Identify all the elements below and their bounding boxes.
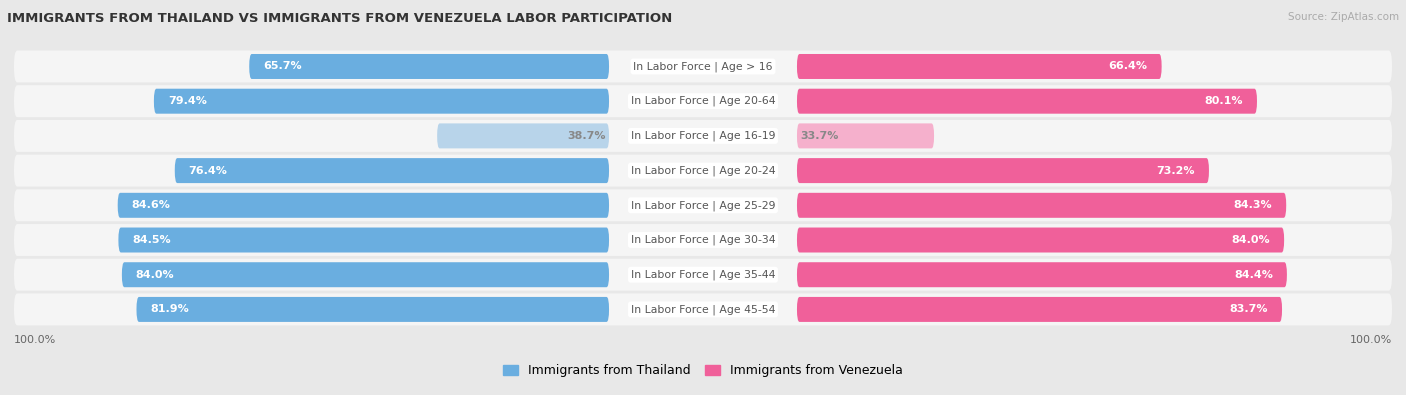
- FancyBboxPatch shape: [14, 154, 1392, 186]
- Text: 100.0%: 100.0%: [1350, 335, 1392, 345]
- FancyBboxPatch shape: [797, 297, 1282, 322]
- FancyBboxPatch shape: [14, 51, 1392, 83]
- Text: In Labor Force | Age 20-64: In Labor Force | Age 20-64: [631, 96, 775, 106]
- FancyBboxPatch shape: [797, 262, 1286, 287]
- Text: 84.4%: 84.4%: [1234, 270, 1272, 280]
- Text: In Labor Force | Age 35-44: In Labor Force | Age 35-44: [631, 269, 775, 280]
- FancyBboxPatch shape: [14, 85, 1392, 117]
- Text: 80.1%: 80.1%: [1205, 96, 1243, 106]
- Text: 79.4%: 79.4%: [167, 96, 207, 106]
- Text: IMMIGRANTS FROM THAILAND VS IMMIGRANTS FROM VENEZUELA LABOR PARTICIPATION: IMMIGRANTS FROM THAILAND VS IMMIGRANTS F…: [7, 12, 672, 25]
- Text: In Labor Force | Age 45-54: In Labor Force | Age 45-54: [631, 304, 775, 315]
- FancyBboxPatch shape: [249, 54, 609, 79]
- Text: 66.4%: 66.4%: [1109, 62, 1147, 71]
- FancyBboxPatch shape: [14, 120, 1392, 152]
- FancyBboxPatch shape: [797, 54, 1161, 79]
- FancyBboxPatch shape: [14, 224, 1392, 256]
- Text: 38.7%: 38.7%: [567, 131, 606, 141]
- FancyBboxPatch shape: [797, 158, 1209, 183]
- Text: In Labor Force | Age 30-34: In Labor Force | Age 30-34: [631, 235, 775, 245]
- Text: 83.7%: 83.7%: [1230, 305, 1268, 314]
- Legend: Immigrants from Thailand, Immigrants from Venezuela: Immigrants from Thailand, Immigrants fro…: [503, 364, 903, 377]
- Text: 84.0%: 84.0%: [136, 270, 174, 280]
- FancyBboxPatch shape: [14, 259, 1392, 291]
- Text: 84.5%: 84.5%: [132, 235, 172, 245]
- FancyBboxPatch shape: [174, 158, 609, 183]
- FancyBboxPatch shape: [797, 123, 934, 149]
- FancyBboxPatch shape: [122, 262, 609, 287]
- Text: In Labor Force | Age 20-24: In Labor Force | Age 20-24: [631, 166, 775, 176]
- FancyBboxPatch shape: [797, 228, 1284, 252]
- Text: 84.6%: 84.6%: [132, 200, 170, 210]
- Text: 65.7%: 65.7%: [263, 62, 302, 71]
- FancyBboxPatch shape: [797, 193, 1286, 218]
- FancyBboxPatch shape: [136, 297, 609, 322]
- Text: 84.0%: 84.0%: [1232, 235, 1270, 245]
- Text: 73.2%: 73.2%: [1157, 166, 1195, 176]
- Text: 100.0%: 100.0%: [14, 335, 56, 345]
- Text: In Labor Force | Age > 16: In Labor Force | Age > 16: [633, 61, 773, 72]
- FancyBboxPatch shape: [14, 189, 1392, 221]
- FancyBboxPatch shape: [437, 123, 609, 149]
- Text: In Labor Force | Age 16-19: In Labor Force | Age 16-19: [631, 131, 775, 141]
- FancyBboxPatch shape: [14, 293, 1392, 325]
- Text: Source: ZipAtlas.com: Source: ZipAtlas.com: [1288, 12, 1399, 22]
- Text: 81.9%: 81.9%: [150, 305, 190, 314]
- Text: 84.3%: 84.3%: [1233, 200, 1272, 210]
- Text: 33.7%: 33.7%: [800, 131, 839, 141]
- FancyBboxPatch shape: [118, 228, 609, 252]
- FancyBboxPatch shape: [118, 193, 609, 218]
- FancyBboxPatch shape: [797, 89, 1257, 114]
- Text: In Labor Force | Age 25-29: In Labor Force | Age 25-29: [631, 200, 775, 211]
- FancyBboxPatch shape: [153, 89, 609, 114]
- Text: 76.4%: 76.4%: [188, 166, 228, 176]
